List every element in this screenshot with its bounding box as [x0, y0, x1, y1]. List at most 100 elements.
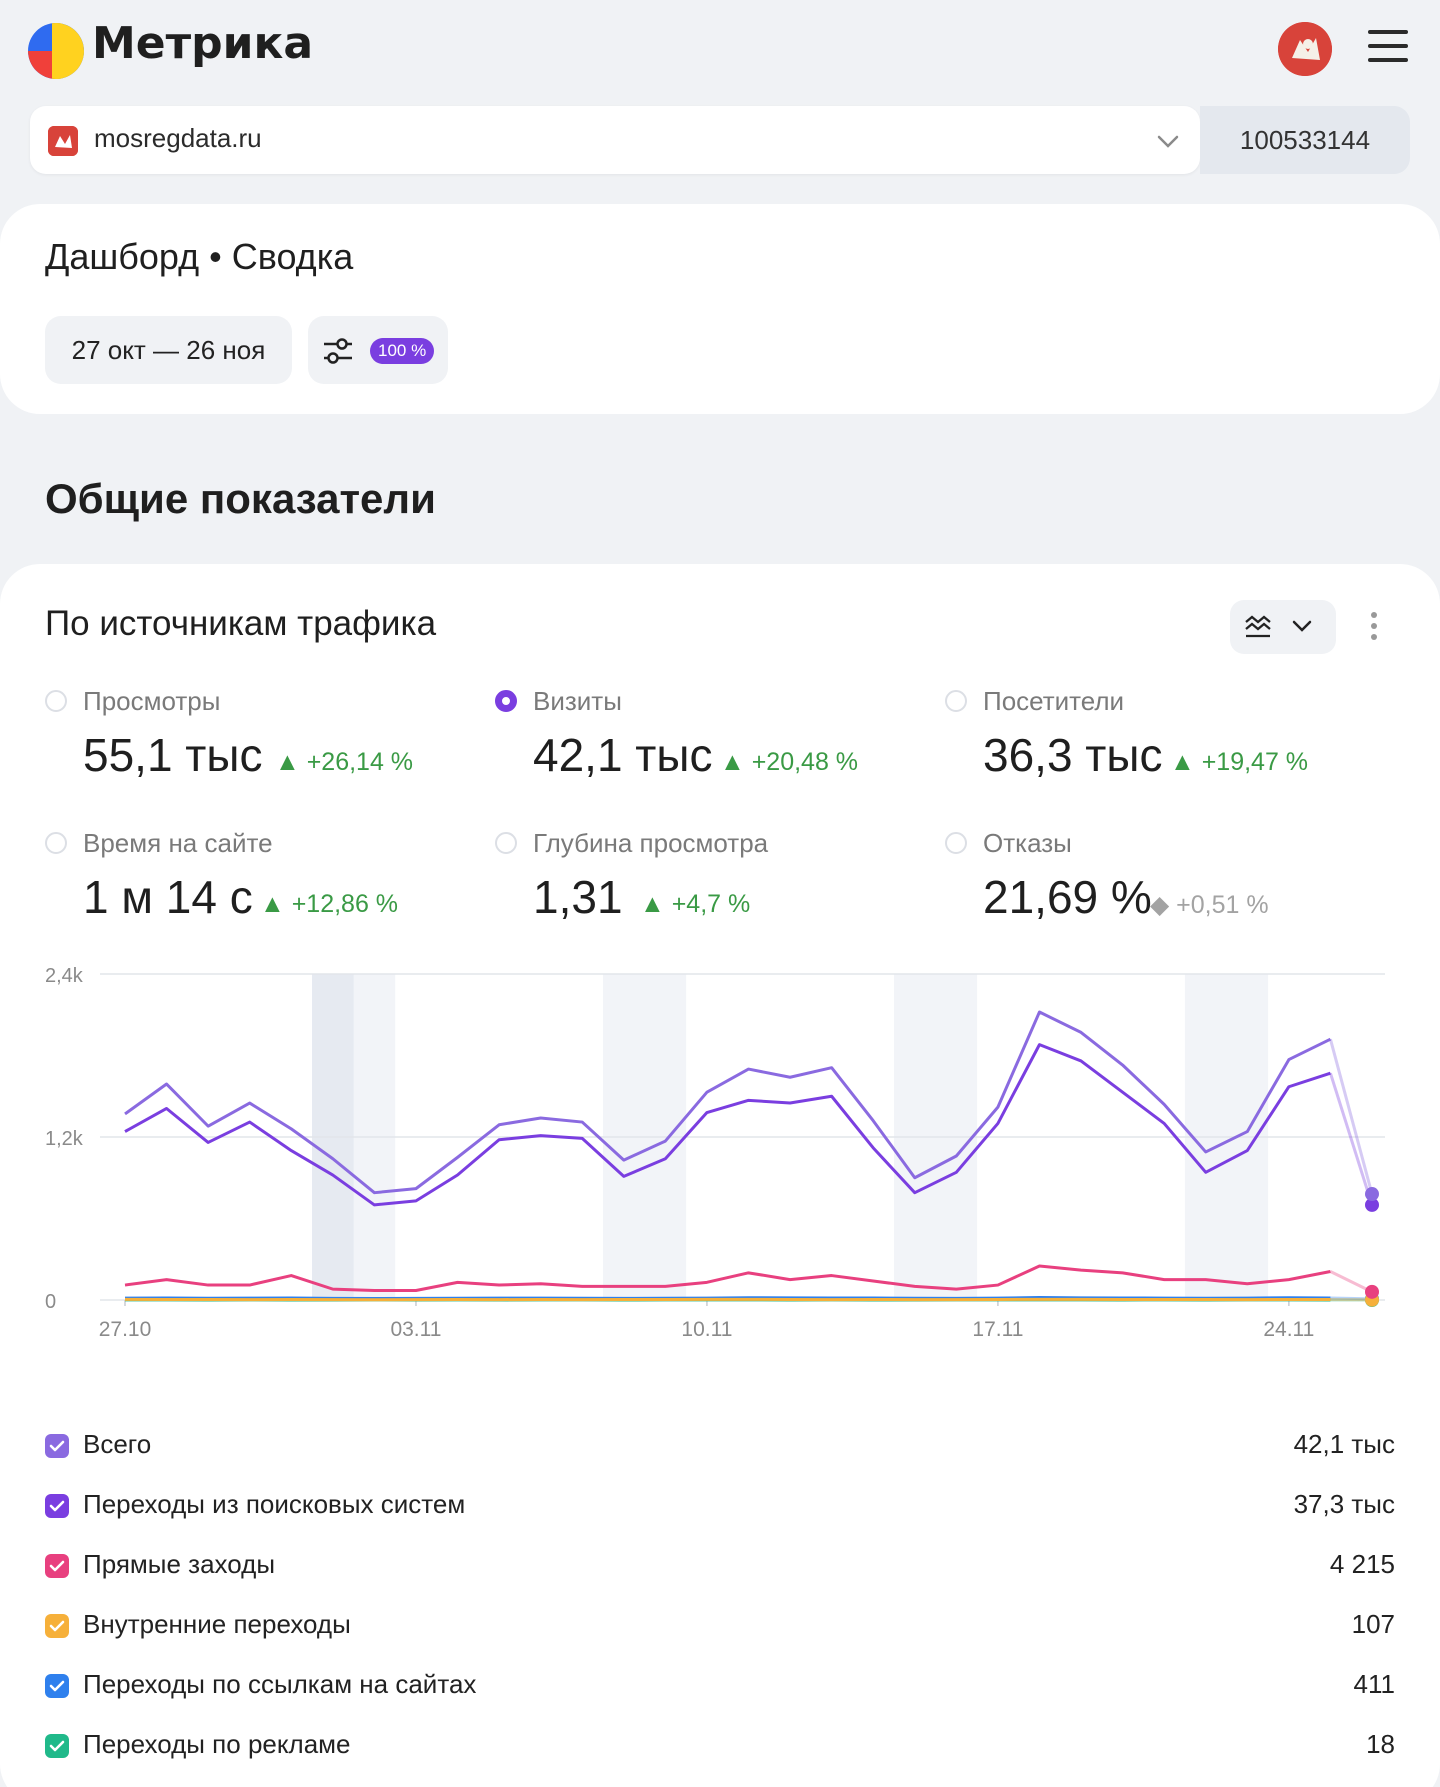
metric-delta: ▲ +26,14 % [275, 748, 414, 776]
metric-value: 1,31 [533, 871, 623, 923]
metric-delta: ▲ +20,48 % [720, 748, 859, 776]
metric-label: Время на сайте [83, 828, 273, 858]
legend-checkbox[interactable] [45, 1734, 69, 1758]
legend-item[interactable]: Переходы из поисковых систем 37,3 тыс [45, 1486, 1395, 1526]
date-range-button[interactable]: 27 окт — 26 ноя [45, 316, 292, 384]
counter-id[interactable]: 100533144 [1200, 106, 1410, 174]
metric-label: Посетители [983, 686, 1125, 716]
legend-checkbox[interactable] [45, 1674, 69, 1698]
metric-radio[interactable] [45, 690, 67, 712]
series-line-partial [1329, 1072, 1374, 1206]
app-logo-text[interactable]: Метрика [92, 18, 314, 69]
section-title: Общие показатели [45, 475, 436, 522]
legend-checkbox[interactable] [45, 1614, 69, 1638]
metric-radio[interactable] [945, 690, 967, 712]
metric-value: 42,1 тыс [533, 729, 713, 781]
legend-value: 4 215 [1329, 1549, 1395, 1579]
chevron-down-icon[interactable] [1155, 128, 1181, 154]
check-icon [49, 1440, 65, 1452]
more-vertical-icon[interactable] [1368, 612, 1380, 648]
check-icon [49, 1620, 65, 1632]
series-endpoint [1365, 1197, 1379, 1212]
legend-label: Переходы по рекламе [83, 1729, 351, 1759]
x-tick-label: 10.11 [681, 1318, 732, 1341]
metric-radio[interactable] [945, 832, 967, 854]
area-chart-icon [1245, 615, 1271, 638]
x-tick-label: 17.11 [972, 1318, 1023, 1341]
metric-item[interactable]: Отказы 21,69 % ◆ +0,51 % [945, 826, 1385, 946]
top-bar: Метрика [0, 0, 1440, 100]
series-line [124, 1043, 1331, 1207]
site-name: mosregdata.ru [94, 123, 262, 153]
legend-label: Переходы из поисковых систем [83, 1489, 466, 1519]
series-endpoint [1365, 1187, 1379, 1202]
metric-item[interactable]: Просмотры 55,1 тыс ▲ +26,14 % [45, 684, 485, 804]
metric-radio[interactable] [45, 832, 67, 854]
legend-item[interactable]: Переходы по ссылкам на сайтах 411 [45, 1666, 1395, 1706]
site-favicon-icon [48, 126, 78, 156]
legend-value: 37,3 тыс [1293, 1489, 1395, 1519]
chart-type-button[interactable] [1230, 600, 1336, 654]
legend-value: 107 [1351, 1609, 1395, 1639]
legend-checkbox[interactable] [45, 1554, 69, 1578]
traffic-chart: 0 1,2k 2,4k 27.10 03.11 10.11 17.11 24.11 [0, 944, 1440, 1344]
metric-label: Визиты [533, 686, 622, 716]
check-icon [49, 1680, 65, 1692]
legend-value: 411 [1353, 1669, 1395, 1699]
metric-item[interactable]: Время на сайте 1 м 14 с ▲ +12,86 % [45, 826, 485, 946]
legend-item[interactable]: Прямые заходы 4 215 [45, 1546, 1395, 1586]
metric-delta: ▲ +12,86 % [260, 890, 399, 918]
sampling-badge: 100 % [370, 338, 435, 364]
site-selector[interactable]: mosregdata.ru [30, 106, 1200, 174]
metric-value: 1 м 14 с [83, 871, 253, 923]
metric-delta: ◆ +0,51 % [1150, 891, 1269, 919]
metric-radio[interactable] [495, 690, 517, 712]
hamburger-menu-icon[interactable] [1368, 30, 1408, 66]
x-tick-label: 27.10 [99, 1318, 152, 1341]
legend-value: 42,1 тыс [1293, 1429, 1395, 1459]
metric-radio[interactable] [495, 832, 517, 854]
check-icon [49, 1500, 65, 1512]
metric-item[interactable]: Посетители 36,3 тыс ▲ +19,47 % [945, 684, 1385, 804]
legend-label: Переходы по ссылкам на сайтах [83, 1669, 477, 1699]
metric-value: 21,69 % [983, 871, 1152, 923]
x-tick-label: 03.11 [390, 1318, 441, 1341]
metric-value: 55,1 тыс [83, 729, 263, 781]
metric-item[interactable]: Визиты 42,1 тыс ▲ +20,48 % [495, 684, 935, 804]
metric-label: Отказы [983, 828, 1072, 858]
series-line-partial [1329, 1270, 1373, 1294]
y-tick-label: 2,4k [45, 965, 84, 987]
legend-value: 18 [1366, 1729, 1395, 1759]
y-tick-label: 1,2k [45, 1128, 84, 1150]
metric-label: Просмотры [83, 686, 221, 716]
metrika-logo-icon[interactable] [28, 23, 84, 79]
legend-item[interactable]: Переходы по рекламе 18 [45, 1726, 1395, 1766]
y-tick-label: 0 [45, 1291, 56, 1313]
filter-button[interactable]: 100 % [308, 316, 448, 384]
metric-value: 36,3 тыс [983, 729, 1163, 781]
metric-delta: ▲ +19,47 % [1170, 748, 1309, 776]
series-line [124, 1264, 1331, 1292]
traffic-sources-card: По источникам трафика Просмотры 55,1 тыс ▲… [0, 564, 1440, 1787]
check-icon [49, 1560, 65, 1572]
filter-sliders-icon [322, 336, 354, 366]
dashboard-header-card: Дашборд • Сводка 27 окт — 26 ноя 100 % [0, 204, 1440, 414]
x-tick-label: 24.11 [1263, 1318, 1314, 1341]
metric-item[interactable]: Глубина просмотра 1,31 ▲ +4,7 % [495, 826, 935, 946]
metric-delta: ▲ +4,7 % [640, 890, 751, 918]
page-title: Дашборд • Сводка [45, 236, 354, 277]
series-line [124, 1010, 1332, 1195]
legend-checkbox[interactable] [45, 1494, 69, 1518]
metric-label: Глубина просмотра [533, 828, 769, 858]
card-title: По источникам трафика [45, 604, 437, 643]
legend-item[interactable]: Всего 42,1 тыс [45, 1426, 1395, 1466]
legend-checkbox[interactable] [45, 1434, 69, 1458]
series-endpoint [1365, 1284, 1379, 1299]
legend-label: Всего [83, 1429, 152, 1459]
legend-label: Прямые заходы [83, 1549, 276, 1579]
legend-label: Внутренние переходы [83, 1609, 351, 1639]
series-line-partial [1328, 1038, 1374, 1195]
check-icon [49, 1740, 65, 1752]
legend-item[interactable]: Внутренние переходы 107 [45, 1606, 1395, 1646]
avatar[interactable] [1278, 22, 1332, 76]
